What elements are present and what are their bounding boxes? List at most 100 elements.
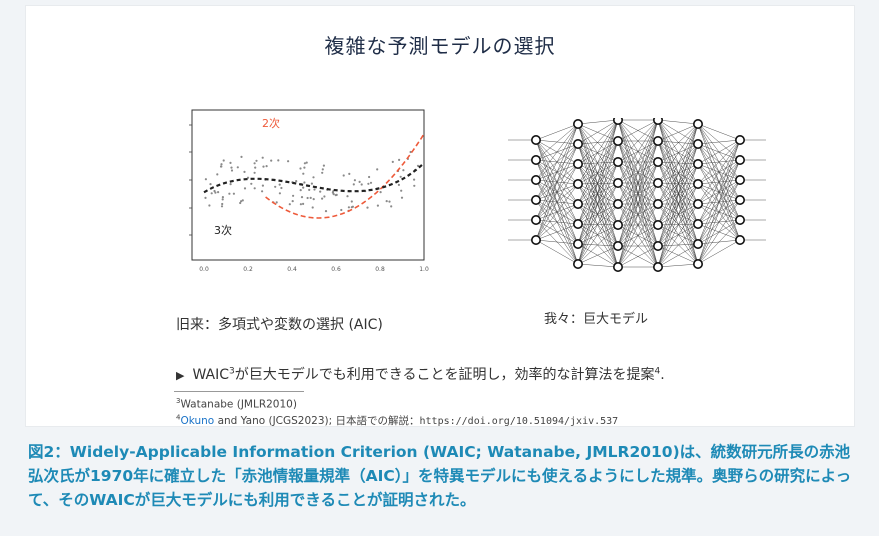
network-edge <box>577 123 619 163</box>
scatter-point <box>262 165 265 168</box>
scatter-point <box>398 158 401 161</box>
network-edge <box>697 199 741 265</box>
scatter-point <box>311 206 314 209</box>
network-node <box>613 241 624 252</box>
network-edge <box>535 143 579 241</box>
scatter-point <box>368 175 371 179</box>
scatter-point <box>209 183 212 186</box>
scatter-point <box>236 166 239 169</box>
network-edge <box>697 139 741 165</box>
network-edge <box>657 119 699 205</box>
network-node <box>735 134 746 145</box>
scatter-point <box>278 183 281 186</box>
network-node <box>613 199 624 210</box>
network-edge <box>535 203 579 241</box>
network-edge <box>577 182 619 205</box>
scatter-points <box>204 150 420 213</box>
network-edge <box>657 183 699 268</box>
network-edge <box>535 123 579 181</box>
network-edge <box>657 119 699 125</box>
network-edge <box>617 140 659 268</box>
footnote-2-url[interactable]: https://doi.org/10.51094/jxiv.537 <box>419 416 619 427</box>
scatter-point <box>303 181 306 184</box>
network-edge <box>617 119 659 184</box>
scatter-point <box>413 178 416 181</box>
bullet-sup-a: 3 <box>229 366 235 377</box>
network-edge <box>617 119 659 142</box>
network-edge <box>657 123 699 226</box>
scatter-point <box>348 172 351 175</box>
scatter-point <box>390 205 393 208</box>
network-edge <box>657 163 699 268</box>
footnote-divider <box>174 391 304 392</box>
network-edge <box>577 119 619 185</box>
network-edge <box>697 139 741 185</box>
scatter-point <box>402 169 405 172</box>
footnote-2: 4Okuno and Yano (JCGS2023); 日本語での解説：http… <box>176 413 618 428</box>
scatter-point <box>265 165 268 168</box>
network-node <box>573 178 584 189</box>
network-edge <box>535 123 579 221</box>
scatter-point <box>230 166 233 169</box>
scatter-point <box>319 190 322 193</box>
scatter-point <box>204 196 207 199</box>
network-edge <box>657 263 699 268</box>
scatter-point <box>220 163 223 166</box>
network-edge <box>697 139 741 205</box>
scatter-point <box>230 169 234 172</box>
network-edge <box>577 224 619 265</box>
bullet-sup-b: 4 <box>654 366 661 377</box>
network-edge <box>577 223 619 247</box>
footnote-2-link[interactable]: Okuno <box>180 415 215 427</box>
network-node <box>573 239 584 250</box>
network-edge <box>657 203 699 268</box>
scatter-point <box>321 197 324 200</box>
network-edge <box>535 123 579 241</box>
network-node <box>693 219 704 230</box>
network-edge <box>577 163 619 247</box>
scatter-point <box>221 196 224 199</box>
network-edge <box>657 163 699 184</box>
network-edge <box>657 140 699 185</box>
scatter-point <box>347 206 350 209</box>
slide: 複雑な予測モデルの選択 2次 3次 0.0 0.2 0.4 0.6 0.8 1.… <box>26 6 854 428</box>
scatter-point <box>214 191 217 194</box>
network-edge <box>577 143 619 247</box>
network-edge <box>657 140 699 245</box>
network-edge <box>577 245 619 265</box>
network-edge <box>657 119 699 165</box>
scatter-point <box>409 150 412 154</box>
network-edge <box>577 223 619 226</box>
network-edge <box>577 203 619 225</box>
network-edge <box>577 203 619 226</box>
network-node <box>653 156 664 167</box>
network-edge <box>577 143 619 226</box>
scatter-point <box>288 203 291 206</box>
network-node <box>573 219 584 230</box>
network-edge <box>657 182 699 225</box>
network-edge <box>657 119 699 145</box>
network-edge <box>535 239 579 245</box>
scatter-point <box>253 162 256 165</box>
footnote-1-text: Watanabe (JMLR2010) <box>180 398 297 411</box>
network-node <box>613 135 624 146</box>
network-node <box>530 235 541 246</box>
network-edge <box>577 161 619 265</box>
network-edge <box>657 119 699 185</box>
scatter-point <box>291 200 294 203</box>
network-edge <box>577 140 619 145</box>
scatter-point <box>397 183 400 186</box>
network-edge <box>617 224 659 268</box>
network-node <box>653 135 664 146</box>
network-edge <box>697 139 741 245</box>
network-edge <box>657 223 699 226</box>
scatter-point <box>217 191 220 194</box>
network-node <box>613 115 624 125</box>
network-edge <box>657 161 699 165</box>
x-tick-label: 0.6 <box>331 266 341 273</box>
scatter-point <box>310 182 313 185</box>
network-node <box>735 174 746 185</box>
network-edge <box>577 183 619 247</box>
scatter-point <box>379 191 382 194</box>
network-edge <box>617 161 659 268</box>
